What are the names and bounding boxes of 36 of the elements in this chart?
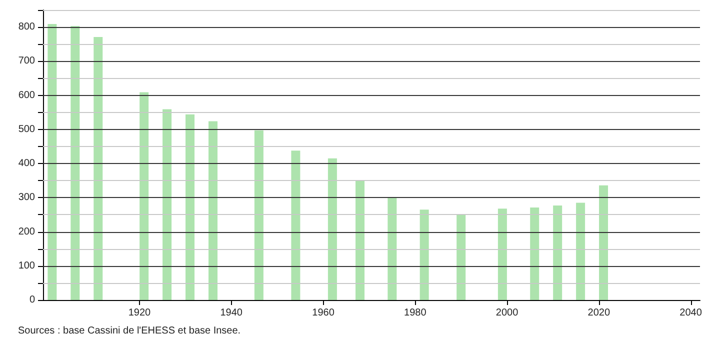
y-tick-label: 400 bbox=[18, 158, 36, 170]
bar bbox=[140, 92, 149, 300]
bar bbox=[356, 180, 365, 300]
bar bbox=[162, 109, 172, 300]
x-tick-label: 1940 bbox=[220, 308, 243, 318]
y-tick-label: 700 bbox=[18, 56, 36, 67]
bar bbox=[208, 121, 218, 300]
bar bbox=[498, 208, 507, 300]
bar bbox=[291, 150, 300, 300]
y-tick-label: 200 bbox=[18, 226, 36, 238]
x-tick-label: 1980 bbox=[404, 308, 427, 318]
y-tick-label: 100 bbox=[18, 260, 36, 272]
bar bbox=[328, 158, 337, 300]
bar bbox=[530, 208, 540, 300]
bar bbox=[48, 24, 57, 300]
x-tick-label: 2000 bbox=[496, 308, 519, 318]
y-tick-label: 500 bbox=[18, 124, 36, 135]
x-tick-label: 2020 bbox=[588, 308, 610, 318]
y-tick-label: 800 bbox=[18, 22, 36, 33]
bar bbox=[576, 202, 586, 300]
bar bbox=[599, 185, 608, 300]
x-tick-label: 2040 bbox=[680, 308, 702, 318]
bar bbox=[254, 130, 264, 300]
x-tick-label: 1960 bbox=[312, 308, 335, 318]
bar bbox=[553, 205, 562, 300]
y-tick-label: 300 bbox=[18, 192, 36, 204]
x-tick-label: 1920 bbox=[128, 308, 152, 318]
bar bbox=[186, 114, 195, 300]
y-tick-label: 0 bbox=[29, 294, 36, 306]
bar bbox=[456, 215, 466, 300]
bar bbox=[94, 36, 103, 300]
bar bbox=[388, 198, 397, 300]
y-tick-label: 600 bbox=[18, 90, 36, 101]
bar bbox=[70, 26, 80, 300]
bar bbox=[420, 210, 429, 300]
source-note: Sources : base Cassini de l'EHESS et base Insee. bbox=[18, 326, 241, 336]
